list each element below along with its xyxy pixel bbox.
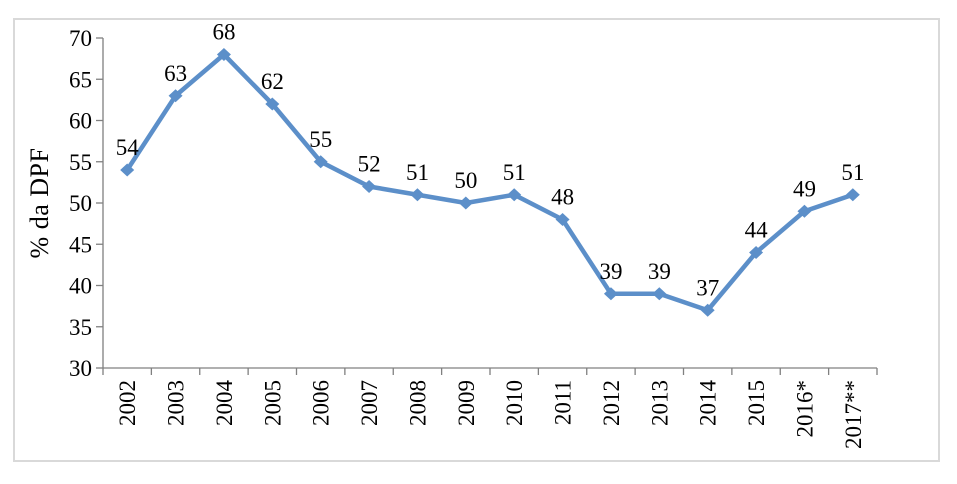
chart-border: [13, 18, 940, 462]
data-point-label: 54: [116, 135, 140, 160]
x-tick-label: 2005: [260, 380, 285, 426]
data-point-label: 55: [309, 127, 332, 152]
data-point-marker: [845, 188, 860, 202]
data-point-marker: [555, 213, 570, 226]
data-point-label: 44: [745, 218, 769, 243]
x-tick-label: 2006: [309, 380, 334, 426]
x-tick-label: 2010: [502, 380, 527, 426]
y-axis-title: % da DPF: [25, 147, 54, 259]
data-point-marker: [265, 97, 280, 111]
y-tick-label: 50: [69, 191, 92, 216]
data-point-marker: [168, 89, 183, 103]
data-point-label: 51: [841, 160, 864, 185]
x-tick-label: 2007: [357, 380, 382, 426]
y-tick-label: 70: [69, 26, 92, 51]
data-point-marker: [652, 287, 667, 301]
data-point-label: 48: [551, 185, 574, 210]
x-tick-label: 2015: [744, 380, 769, 426]
data-point-marker: [797, 204, 812, 218]
x-tick-label: 2008: [405, 380, 430, 426]
x-tick-label: 2011: [551, 380, 576, 425]
data-point-marker: [410, 188, 425, 202]
data-point-marker: [362, 180, 377, 193]
data-point-label: 50: [454, 168, 477, 193]
data-point-marker: [120, 163, 135, 177]
x-tick-label: 2017**: [841, 380, 866, 449]
data-point-label: 63: [164, 61, 187, 86]
data-point-marker: [216, 48, 231, 61]
data-point-label: 51: [406, 160, 429, 185]
data-point-marker: [603, 287, 618, 301]
x-tick-label: 2014: [696, 380, 721, 427]
data-point-marker: [458, 196, 473, 210]
y-tick-label: 55: [69, 150, 92, 175]
y-tick-label: 35: [69, 315, 92, 340]
x-tick-label: 2003: [164, 380, 189, 426]
data-point-label: 51: [503, 160, 526, 185]
y-tick-label: 40: [69, 274, 92, 299]
data-point-marker: [507, 188, 522, 202]
data-point-label: 68: [212, 20, 235, 45]
data-point-marker: [313, 155, 328, 169]
data-point-label: 62: [261, 69, 284, 94]
data-point-marker: [700, 303, 715, 317]
data-point-label: 52: [358, 152, 381, 177]
y-tick-label: 30: [69, 356, 92, 381]
data-point-label: 49: [793, 176, 816, 201]
data-point-label: 39: [648, 259, 671, 284]
x-tick-label: 2016*: [792, 380, 817, 438]
y-tick-label: 45: [69, 232, 92, 257]
x-tick-label: 2009: [454, 380, 479, 426]
x-tick-label: 2002: [115, 380, 140, 426]
y-tick-label: 65: [69, 67, 92, 92]
data-line: [124, 52, 856, 313]
data-point-label: 37: [696, 275, 719, 300]
data-point-label: 39: [599, 259, 622, 284]
x-tick-label: 2013: [647, 380, 672, 426]
y-tick-label: 60: [69, 109, 92, 134]
data-point-marker: [749, 246, 764, 259]
x-tick-label: 2012: [599, 380, 624, 426]
x-tick-label: 2004: [212, 380, 237, 427]
